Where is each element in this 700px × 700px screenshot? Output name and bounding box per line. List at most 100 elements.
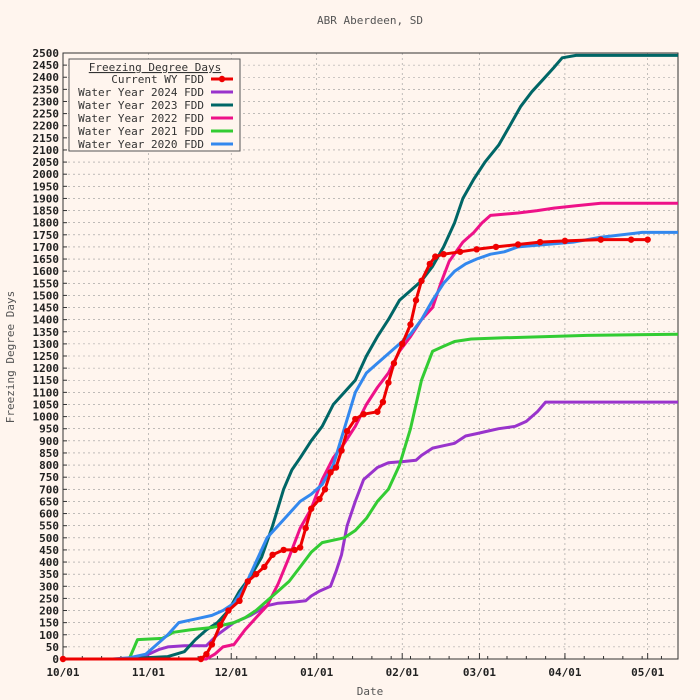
y-tick-label: 1600 bbox=[33, 265, 60, 278]
y-tick-label: 500 bbox=[39, 532, 59, 545]
y-tick-label: 200 bbox=[39, 605, 59, 618]
legend-marker bbox=[218, 75, 226, 83]
y-tick-label: 700 bbox=[39, 483, 59, 496]
y-tick-label: 550 bbox=[39, 520, 59, 533]
y-tick-label: 250 bbox=[39, 592, 59, 605]
series-point bbox=[627, 236, 635, 243]
y-axis-label: Freezing Degree Days bbox=[4, 291, 17, 423]
y-tick-label: 100 bbox=[39, 629, 59, 642]
x-axis-label: Date bbox=[357, 685, 384, 698]
y-tick-label: 2200 bbox=[33, 120, 60, 133]
series-point bbox=[561, 237, 569, 245]
y-tick-label: 50 bbox=[46, 641, 59, 654]
y-tick-label: 800 bbox=[39, 459, 59, 472]
x-tick-label: 12/01 bbox=[215, 666, 248, 679]
series-point bbox=[360, 410, 367, 418]
series-point bbox=[327, 469, 334, 476]
x-tick-label: 01/01 bbox=[300, 666, 333, 679]
series-point bbox=[296, 544, 304, 551]
series-point bbox=[426, 260, 433, 268]
y-tick-label: 1150 bbox=[33, 374, 60, 387]
series-point bbox=[473, 246, 480, 253]
y-tick-label: 2150 bbox=[33, 132, 60, 145]
series-point bbox=[385, 379, 392, 386]
series-point bbox=[374, 408, 381, 415]
series-point bbox=[338, 447, 345, 454]
y-tick-label: 450 bbox=[39, 544, 59, 557]
legend-label: Water Year 2024 FDD bbox=[78, 86, 204, 99]
x-tick-label: 02/01 bbox=[386, 666, 419, 679]
series-point bbox=[536, 238, 544, 246]
series-point bbox=[514, 241, 522, 248]
x-tick-label: 04/01 bbox=[548, 666, 581, 679]
x-tick-label: 05/01 bbox=[631, 666, 664, 679]
y-tick-label: 1700 bbox=[33, 241, 60, 254]
series-point bbox=[321, 486, 329, 493]
series-point bbox=[308, 505, 315, 512]
series-point bbox=[379, 398, 387, 406]
y-tick-label: 950 bbox=[39, 423, 59, 436]
series-line bbox=[63, 230, 678, 661]
series-line bbox=[63, 201, 678, 661]
series-point bbox=[244, 578, 251, 585]
series-point bbox=[343, 427, 351, 435]
series-point bbox=[399, 340, 406, 348]
y-axis: 0501001502002503003504004505005506006507… bbox=[33, 47, 67, 666]
y-tick-label: 1350 bbox=[33, 326, 60, 339]
series-point bbox=[597, 236, 604, 243]
series-point bbox=[225, 607, 232, 614]
series-point bbox=[236, 597, 243, 605]
series-line bbox=[63, 332, 679, 661]
y-tick-label: 650 bbox=[39, 495, 59, 508]
series-point bbox=[644, 236, 651, 243]
y-tick-label: 350 bbox=[39, 568, 59, 581]
series-point bbox=[316, 495, 323, 503]
series-point bbox=[269, 551, 276, 558]
series-point bbox=[492, 243, 500, 251]
y-tick-label: 1300 bbox=[33, 338, 60, 351]
series-point bbox=[390, 360, 398, 367]
y-tick-label: 1950 bbox=[33, 180, 60, 193]
y-tick-label: 1800 bbox=[33, 217, 60, 230]
y-tick-label: 900 bbox=[39, 435, 59, 448]
series-point bbox=[59, 655, 67, 663]
y-tick-label: 2300 bbox=[33, 95, 60, 108]
x-tick-label: 03/01 bbox=[463, 666, 496, 679]
y-tick-label: 1050 bbox=[33, 398, 60, 411]
y-tick-label: 1400 bbox=[33, 314, 60, 327]
legend-label: Water Year 2021 FDD bbox=[78, 125, 204, 138]
y-tick-label: 1750 bbox=[33, 229, 60, 242]
y-tick-label: 1900 bbox=[33, 192, 60, 205]
y-tick-label: 600 bbox=[39, 508, 59, 521]
series-point bbox=[440, 250, 447, 258]
legend-label: Water Year 2023 FDD bbox=[78, 99, 204, 112]
y-tick-label: 1100 bbox=[33, 386, 60, 399]
x-tick-label: 10/01 bbox=[46, 666, 79, 679]
y-tick-label: 1200 bbox=[33, 362, 60, 375]
y-tick-label: 750 bbox=[39, 471, 59, 484]
series-point bbox=[291, 546, 298, 554]
series-line bbox=[63, 53, 678, 661]
y-tick-label: 1550 bbox=[33, 277, 60, 290]
series-point bbox=[418, 277, 425, 285]
series-point bbox=[332, 464, 340, 471]
y-tick-label: 1850 bbox=[33, 205, 60, 218]
legend: Freezing Degree Days Current WY FDDWater… bbox=[68, 58, 241, 152]
y-tick-label: 1650 bbox=[33, 253, 60, 266]
y-tick-label: 400 bbox=[39, 556, 59, 569]
series-point bbox=[216, 621, 224, 629]
x-tick-label: 11/01 bbox=[132, 666, 165, 679]
series-point bbox=[261, 563, 268, 571]
legend-label: Current WY FDD bbox=[111, 73, 204, 86]
series-point bbox=[252, 570, 260, 578]
y-tick-label: 300 bbox=[39, 580, 59, 593]
series-point bbox=[456, 248, 464, 255]
y-tick-label: 0 bbox=[52, 653, 59, 666]
y-tick-label: 2050 bbox=[33, 156, 60, 169]
series-point bbox=[407, 321, 414, 328]
series-point bbox=[208, 641, 216, 648]
y-tick-label: 850 bbox=[39, 447, 59, 460]
legend-label: Water Year 2020 FDD bbox=[78, 138, 204, 151]
y-tick-label: 1450 bbox=[33, 302, 60, 315]
